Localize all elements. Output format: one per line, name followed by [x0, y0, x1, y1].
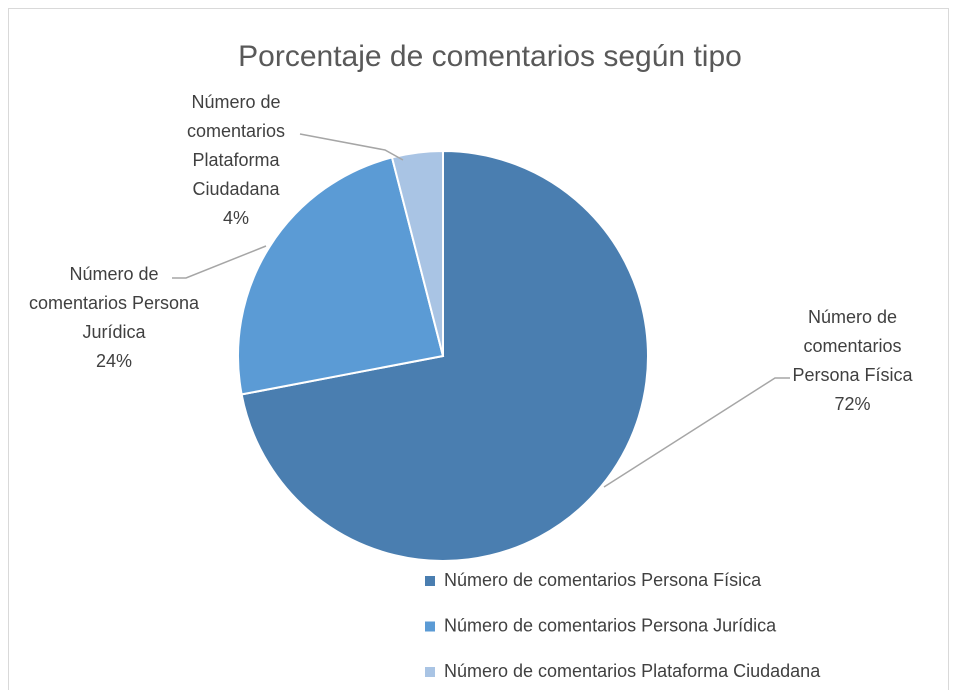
data-label-value: 24% [95, 351, 133, 371]
legend-swatch [425, 576, 435, 586]
chart-title: Porcentaje de comentarios según tipo [238, 40, 742, 73]
legend-label: Número de comentarios Persona Física [444, 570, 762, 590]
legend-swatch [425, 667, 435, 677]
data-label-name: Número de comentarios Persona Jurídica [28, 264, 200, 342]
leader-line [172, 245, 267, 279]
data-label-name: Número de comentarios Plataforma Ciudada… [186, 92, 286, 199]
data-label-name: Número de comentarios Persona Física [792, 307, 913, 385]
pie-slice [390, 149, 444, 357]
legend-swatch [425, 621, 435, 632]
leader-line [299, 133, 404, 161]
data-label: Número de comentarios Persona Física 72% [770, 303, 935, 419]
legend-label: Número de comentarios Plataforma Ciudada… [444, 661, 821, 681]
data-label: Número de comentarios Persona Jurídica 24… [24, 260, 204, 376]
legend-label: Número de comentarios Persona Jurídica [444, 615, 777, 635]
data-label-value: 4% [222, 208, 249, 228]
pie-slice [240, 149, 649, 562]
pie-slice [237, 156, 445, 396]
data-label-value: 72% [834, 394, 871, 414]
leader-line [603, 377, 790, 488]
data-label: Número de comentarios Plataforma Ciudada… [166, 88, 306, 233]
